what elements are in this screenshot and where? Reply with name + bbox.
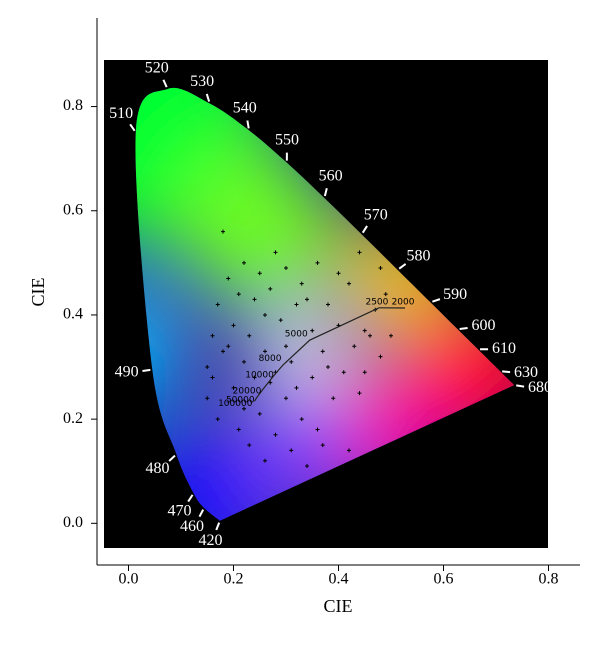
x-tick-label: 0.6 (434, 571, 454, 588)
wavelength-tick (460, 328, 468, 329)
wavelength-label: 600 (471, 317, 495, 334)
y-axis-label: CIE (28, 278, 48, 307)
x-tick-label: 0.4 (329, 571, 349, 588)
wavelength-label: 510 (109, 105, 133, 122)
wavelength-label: 470 (167, 502, 191, 519)
wavelength-tick (502, 371, 510, 372)
wavelength-label: 540 (233, 99, 257, 116)
wavelength-label: 550 (275, 131, 299, 148)
wavelength-label: 530 (190, 73, 214, 90)
temperature-label: 10000 (245, 371, 274, 381)
temperature-label: 2000 (392, 298, 415, 308)
wavelength-tick (142, 370, 150, 371)
y-tick-label: 0.6 (63, 201, 83, 218)
y-tick-label: 0.2 (63, 410, 83, 427)
temperature-label: 20000 (233, 386, 262, 396)
y-tick-label: 0.0 (63, 514, 83, 531)
x-tick-label: 0.0 (119, 571, 139, 588)
temperature-label: 8000 (259, 354, 282, 364)
wavelength-label: 570 (364, 207, 388, 224)
wavelength-label: 460 (180, 518, 204, 535)
wavelength-tick (516, 385, 524, 386)
wavelength-label: 480 (145, 460, 169, 477)
wavelength-label: 680 (528, 379, 552, 396)
x-axis-label: CIE (324, 596, 353, 616)
wavelength-tick (247, 121, 248, 129)
wavelength-label: 560 (319, 167, 343, 184)
temperature-label: 50000 (226, 395, 255, 405)
temperature-label: 5000 (285, 330, 308, 340)
wavelength-label: 520 (145, 60, 169, 77)
x-tick-label: 0.2 (224, 571, 244, 588)
wavelength-label: 610 (492, 340, 516, 357)
y-tick-label: 0.4 (63, 306, 83, 323)
temperature-label: 2500 (365, 297, 388, 307)
y-tick-label: 0.8 (63, 97, 83, 114)
wavelength-label: 580 (407, 248, 431, 265)
x-tick-label: 0.8 (539, 571, 559, 588)
wavelength-label: 490 (115, 363, 139, 380)
wavelength-label: 590 (443, 286, 467, 303)
